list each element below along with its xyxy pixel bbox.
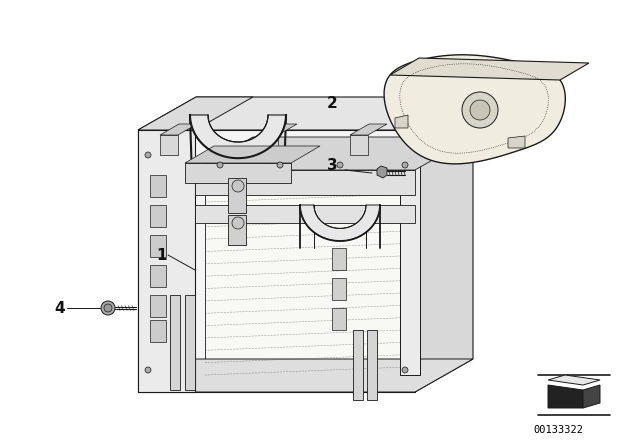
Text: 4: 4 (54, 301, 65, 315)
Polygon shape (390, 58, 589, 80)
Polygon shape (138, 97, 473, 130)
Polygon shape (185, 163, 291, 183)
Polygon shape (583, 385, 600, 408)
Polygon shape (195, 170, 415, 195)
Circle shape (145, 367, 151, 373)
Polygon shape (150, 295, 166, 317)
Polygon shape (353, 330, 363, 400)
Circle shape (101, 301, 115, 315)
Polygon shape (415, 97, 473, 392)
Circle shape (277, 162, 283, 168)
Polygon shape (138, 130, 195, 392)
Polygon shape (384, 55, 565, 164)
Text: 00133322: 00133322 (533, 425, 583, 435)
Polygon shape (190, 115, 286, 158)
Polygon shape (138, 370, 415, 392)
Polygon shape (185, 146, 320, 163)
Polygon shape (150, 235, 166, 257)
Circle shape (402, 162, 408, 168)
Polygon shape (138, 97, 253, 130)
Polygon shape (300, 205, 380, 241)
Polygon shape (332, 278, 346, 300)
Polygon shape (138, 130, 415, 392)
Polygon shape (150, 320, 166, 342)
Polygon shape (150, 265, 166, 287)
Text: 2: 2 (326, 95, 337, 111)
Polygon shape (332, 248, 346, 270)
Polygon shape (228, 215, 246, 245)
Circle shape (104, 304, 112, 312)
Circle shape (217, 162, 223, 168)
Circle shape (462, 92, 498, 128)
Polygon shape (548, 375, 600, 385)
Polygon shape (170, 295, 180, 390)
Polygon shape (367, 330, 377, 400)
Circle shape (470, 100, 490, 120)
Circle shape (232, 180, 244, 192)
Polygon shape (377, 166, 387, 178)
Polygon shape (138, 359, 473, 392)
Polygon shape (150, 205, 166, 227)
Polygon shape (260, 135, 278, 155)
Polygon shape (548, 385, 583, 408)
Polygon shape (508, 136, 525, 148)
Polygon shape (160, 124, 197, 135)
Polygon shape (160, 135, 178, 155)
Text: 1: 1 (157, 247, 167, 263)
Polygon shape (228, 178, 246, 213)
Polygon shape (332, 308, 346, 330)
Circle shape (145, 152, 151, 158)
Polygon shape (205, 165, 400, 375)
Circle shape (232, 217, 244, 229)
Polygon shape (195, 205, 415, 223)
Polygon shape (400, 165, 420, 375)
Polygon shape (260, 124, 297, 135)
Polygon shape (350, 135, 368, 155)
Circle shape (402, 367, 408, 373)
Polygon shape (395, 115, 408, 128)
Polygon shape (350, 124, 387, 135)
Polygon shape (195, 137, 473, 170)
Polygon shape (150, 175, 166, 197)
Circle shape (337, 162, 343, 168)
Polygon shape (185, 295, 195, 390)
Text: 3: 3 (326, 158, 337, 172)
